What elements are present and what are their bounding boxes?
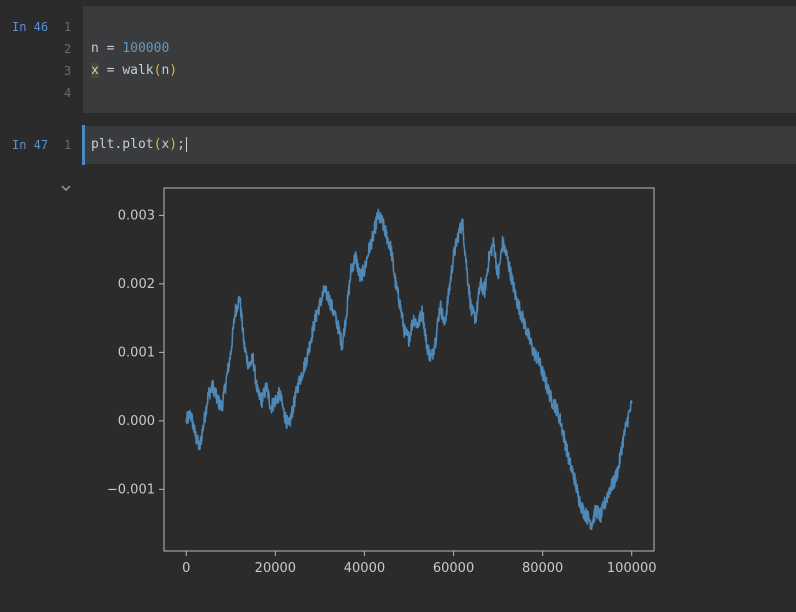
text-cursor	[185, 137, 187, 152]
code-line-plot[interactable]: plt.plot(x);	[91, 137, 187, 152]
code-token-paren: )	[169, 137, 178, 152]
y-tick-label: 0.002	[118, 277, 155, 292]
code-line-n-assign[interactable]: n = 100000	[91, 41, 169, 56]
line-number: 2	[64, 42, 72, 56]
y-tick-label: −0.001	[107, 482, 155, 497]
code-token-op: =	[98, 63, 123, 78]
chevron-down-icon[interactable]	[60, 182, 72, 194]
x-tick-label: 40000	[344, 561, 385, 576]
cell-47-prompt: In 47	[12, 138, 49, 152]
code-token-semicolon: ;	[177, 137, 185, 152]
x-tick-label: 80000	[522, 561, 563, 576]
cell-46-editor[interactable]	[83, 6, 796, 113]
plot-output: 0.003 0.002 0.001 0.000 −0.001 0 20000 40000 600…	[107, 187, 657, 576]
x-tick-label: 60000	[433, 561, 474, 576]
code-token-var: n	[91, 41, 99, 56]
series-line	[185, 208, 633, 531]
code-token-func: walk	[122, 63, 154, 78]
code-token-paren: (	[153, 137, 162, 152]
plot-frame	[163, 187, 655, 552]
code-line-x-assign[interactable]: x = walk(n)	[91, 63, 177, 78]
cell-46-prompt: In 46	[12, 20, 49, 34]
line-number: 3	[64, 64, 72, 78]
code-token-func: plt.plot	[91, 137, 154, 152]
line-number: 1	[64, 20, 72, 34]
code-token-arg: x	[161, 137, 170, 152]
active-cell-indicator	[82, 125, 85, 165]
line-number: 1	[64, 138, 72, 152]
code-token-paren: )	[169, 63, 178, 78]
x-tick-label: 0	[182, 561, 190, 576]
code-token-var-highlighted: x	[91, 63, 99, 78]
code-token-op: =	[98, 41, 123, 56]
x-tick-label: 100000	[607, 561, 657, 576]
cell-47-editor[interactable]	[83, 126, 796, 164]
x-tick-label: 20000	[255, 561, 296, 576]
line-number: 4	[64, 86, 72, 100]
code-token-paren: (	[153, 63, 162, 78]
code-token-arg: n	[161, 63, 170, 78]
y-tick-label: 0.000	[118, 414, 155, 429]
code-token-number: 100000	[122, 41, 170, 56]
y-tick-label: 0.001	[118, 345, 155, 360]
y-tick-label: 0.003	[118, 208, 155, 223]
